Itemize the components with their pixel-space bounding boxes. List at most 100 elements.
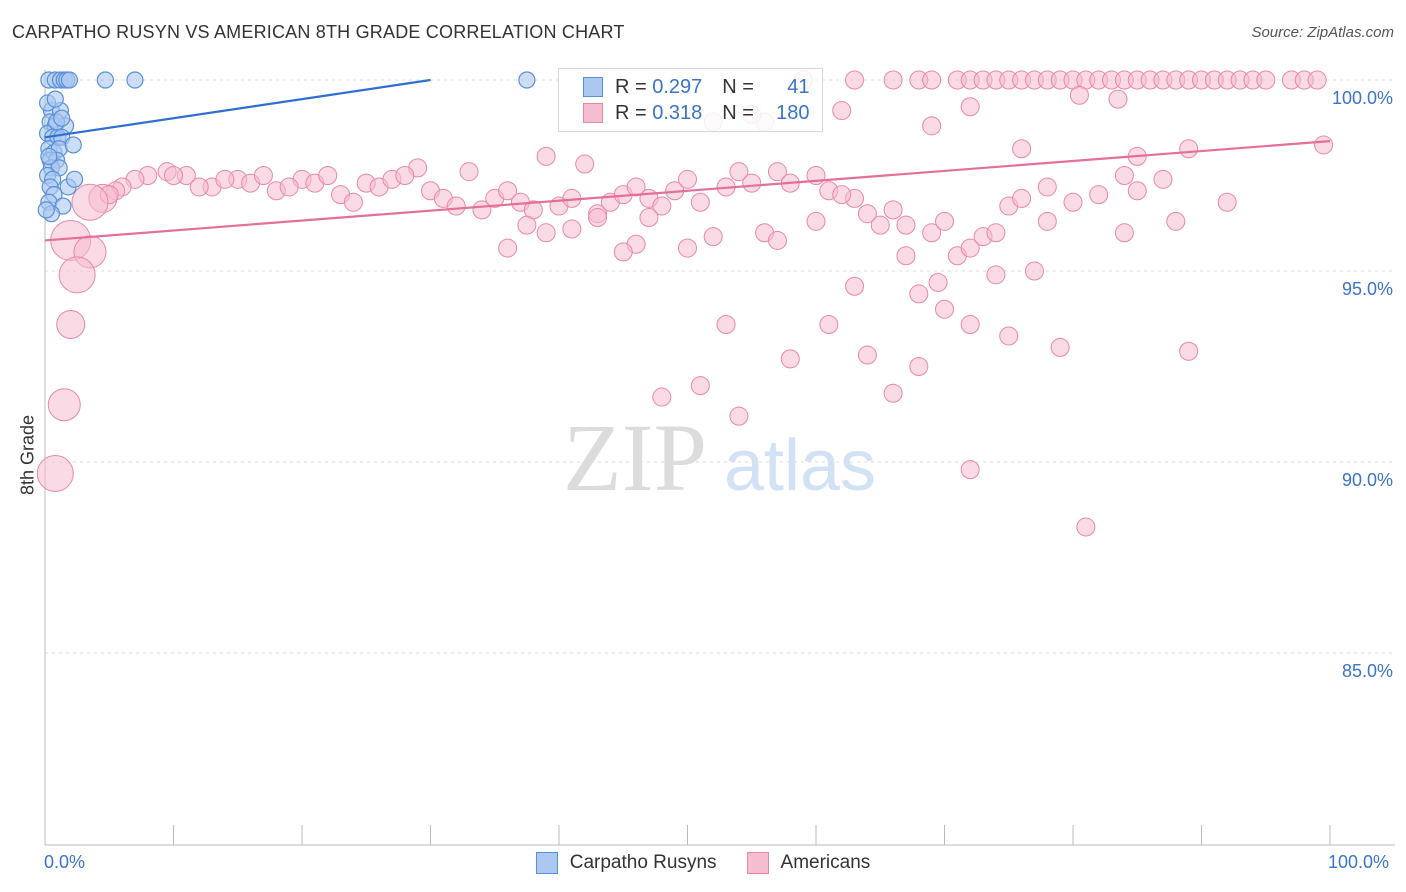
- americans-point: [1069, 85, 1089, 105]
- americans-point: [1166, 211, 1186, 231]
- americans-point: [1089, 185, 1109, 205]
- americans-point: [71, 183, 109, 221]
- carpatho-rusyns-point: [60, 71, 79, 89]
- y-tick-label: 90.0%: [1342, 470, 1393, 490]
- americans-point: [767, 230, 787, 250]
- y-tick-labels: 85.0% 90.0% 95.0% 100.0%: [1332, 88, 1393, 681]
- pink-swatch-icon: [746, 852, 769, 874]
- americans-point: [883, 70, 903, 90]
- americans-point: [652, 196, 672, 216]
- americans-point: [1012, 188, 1032, 208]
- americans-point: [845, 276, 865, 296]
- americans-point: [678, 238, 697, 258]
- americans-point: [536, 146, 556, 166]
- legend-item-americans: Americans: [746, 852, 871, 874]
- americans-point: [935, 211, 954, 231]
- americans-point: [909, 357, 929, 376]
- americans-point: [215, 169, 235, 189]
- americans-point: [446, 196, 466, 216]
- n-value: 180: [776, 101, 810, 124]
- americans-point: [498, 181, 518, 201]
- americans-point: [922, 116, 942, 136]
- americans-point: [986, 223, 1006, 243]
- americans-point: [928, 272, 948, 292]
- americans-point: [832, 101, 852, 121]
- americans-point: [845, 70, 865, 90]
- trend-lines: [44, 78, 1331, 242]
- americans-point: [164, 166, 183, 185]
- americans-point: [58, 256, 96, 294]
- americans-point: [1037, 177, 1057, 197]
- carpatho-rusyns-point: [126, 71, 144, 89]
- blue-swatch-icon: [535, 852, 558, 874]
- americans-point: [729, 162, 749, 182]
- americans-point: [47, 388, 81, 422]
- americans-point: [652, 387, 672, 407]
- y-axis-label: 8th Grade: [17, 414, 38, 496]
- carpatho-rusyns-point: [40, 147, 58, 165]
- carpatho-rusyns-point: [46, 90, 64, 108]
- americans-point: [1256, 70, 1276, 90]
- americans-point: [806, 211, 826, 231]
- series-legend: Carpatho Rusyns Americans: [0, 852, 1406, 874]
- americans-point: [639, 208, 659, 228]
- americans-point: [883, 383, 903, 403]
- americans-point: [1314, 135, 1334, 155]
- americans-point: [870, 215, 890, 235]
- r-value: 0.318: [652, 101, 703, 124]
- n-label: N =: [722, 75, 754, 98]
- carpatho-rusyns-point: [518, 71, 536, 89]
- americans-point: [1076, 517, 1096, 537]
- americans-point: [909, 284, 929, 304]
- americans-point: [1179, 341, 1199, 361]
- americans-point: [1050, 337, 1070, 357]
- americans-point: [742, 173, 762, 193]
- americans-point: [459, 162, 479, 182]
- carpatho-rusyns-trend-line: [44, 78, 431, 139]
- carpatho-rusyns-point: [37, 201, 55, 219]
- x-tick-label-min: 0.0%: [44, 852, 86, 872]
- y-tick-label: 95.0%: [1342, 279, 1393, 299]
- americans-point: [1063, 192, 1083, 212]
- americans-point: [253, 166, 273, 185]
- americans-point: [960, 97, 980, 117]
- americans-point: [1012, 139, 1032, 159]
- americans-point: [498, 238, 518, 258]
- americans-point: [690, 376, 710, 396]
- americans-point: [189, 177, 209, 197]
- y-tick-label: 85.0%: [1342, 661, 1393, 681]
- stats-legend: R = 0.297 N = 41 R = 0.318 N = 180: [558, 68, 823, 132]
- chart-title: CARPATHO RUSYN VS AMERICAN 8TH GRADE COR…: [12, 22, 625, 42]
- americans-point: [343, 192, 363, 212]
- watermark: ZIP atlas: [563, 404, 876, 511]
- americans-point: [960, 314, 980, 334]
- americans-point: [999, 326, 1019, 346]
- americans-point: [562, 219, 582, 239]
- legend-label: Americans: [780, 852, 871, 873]
- americans-point: [1114, 166, 1134, 185]
- americans-point: [395, 166, 415, 185]
- americans-point: [1108, 89, 1128, 109]
- americans-point: [678, 169, 697, 189]
- americans-trend-line: [44, 140, 1331, 242]
- americans-point: [1153, 169, 1173, 189]
- americans-point: [960, 238, 980, 258]
- x-tick-label-max: 100.0%: [1328, 852, 1390, 872]
- source-note: Source: ZipAtlas.com: [1251, 24, 1394, 41]
- americans-point: [626, 177, 646, 197]
- grid: [45, 79, 1395, 654]
- americans-point: [729, 406, 749, 426]
- carpatho-rusyns-point: [65, 170, 84, 188]
- n-label: N =: [722, 101, 754, 124]
- carpatho-rusyns-point: [64, 136, 82, 154]
- americans-point: [517, 215, 537, 235]
- legend-label: Carpatho Rusyns: [569, 852, 717, 873]
- americans-point: [1179, 139, 1199, 159]
- y-tick-label: 100.0%: [1332, 88, 1393, 108]
- americans-point: [922, 223, 942, 243]
- legend-row-americans: R = 0.318 N = 180: [583, 101, 810, 125]
- americans-point: [922, 70, 942, 90]
- americans-point: [767, 162, 787, 182]
- americans-point: [318, 166, 338, 185]
